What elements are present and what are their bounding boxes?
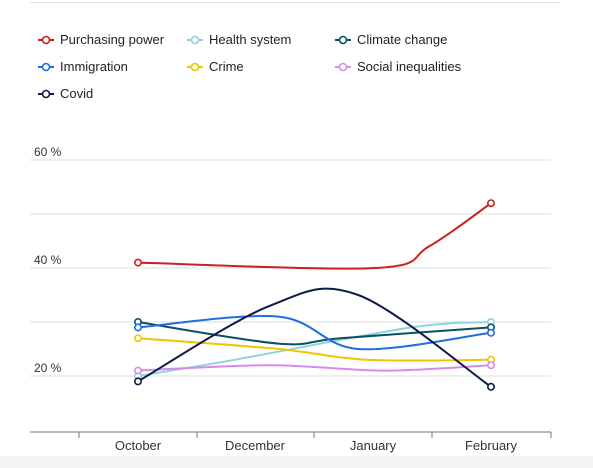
legend-item-climate-change: Climate change xyxy=(335,32,447,47)
bottom-band xyxy=(0,456,593,468)
legend-label-climate-change: Climate change xyxy=(357,32,448,47)
series-line-social-inequalities xyxy=(137,364,492,372)
legend-marker-purchasing-power xyxy=(38,35,54,44)
legend-label-social-inequalities: Social inequalities xyxy=(357,59,462,74)
x-tick-label: October xyxy=(115,438,162,453)
legend-label-health-system: Health system xyxy=(209,32,292,47)
y-tick-label: 60 % xyxy=(34,145,62,159)
legend-label-covid: Covid xyxy=(60,86,94,101)
legend-item-purchasing-power: Purchasing power xyxy=(38,32,164,47)
x-tick-label: December xyxy=(225,438,286,453)
data-point-purchasing-power xyxy=(134,258,143,267)
data-point-covid xyxy=(486,382,495,391)
legend-marker-crime xyxy=(187,62,203,71)
legend-marker-social-inequalities xyxy=(335,62,351,71)
legend-item-health-system: Health system xyxy=(187,32,291,47)
data-point-immigration xyxy=(134,323,143,332)
y-tick-label: 20 % xyxy=(34,361,62,375)
legend-marker-health-system xyxy=(187,35,203,44)
series-line-crime xyxy=(137,337,492,362)
legend-label-purchasing-power: Purchasing power xyxy=(60,32,165,47)
x-tick-label: January xyxy=(350,438,397,453)
legend-label-immigration: Immigration xyxy=(60,59,128,74)
legend-item-covid: Covid xyxy=(38,86,93,101)
data-point-social-inequalities xyxy=(486,361,495,370)
legend-item-crime: Crime xyxy=(187,59,244,74)
data-point-social-inequalities xyxy=(134,366,143,375)
series-line-purchasing-power xyxy=(137,202,492,270)
data-point-crime xyxy=(134,334,143,343)
legend-marker-climate-change xyxy=(335,35,351,44)
legend-item-social-inequalities: Social inequalities xyxy=(335,59,461,74)
series-line-climate-change xyxy=(137,321,492,346)
y-tick-label: 40 % xyxy=(34,253,62,267)
legend-marker-immigration xyxy=(38,62,54,71)
data-point-purchasing-power xyxy=(486,199,495,208)
data-point-covid xyxy=(134,377,143,386)
x-tick-label: February xyxy=(465,438,518,453)
legend-label-crime: Crime xyxy=(209,59,244,74)
legend-marker-covid xyxy=(38,89,54,98)
top-rule xyxy=(30,2,560,3)
legend-item-immigration: Immigration xyxy=(38,59,128,74)
data-point-immigration xyxy=(486,328,495,337)
series-line-covid xyxy=(137,287,492,388)
